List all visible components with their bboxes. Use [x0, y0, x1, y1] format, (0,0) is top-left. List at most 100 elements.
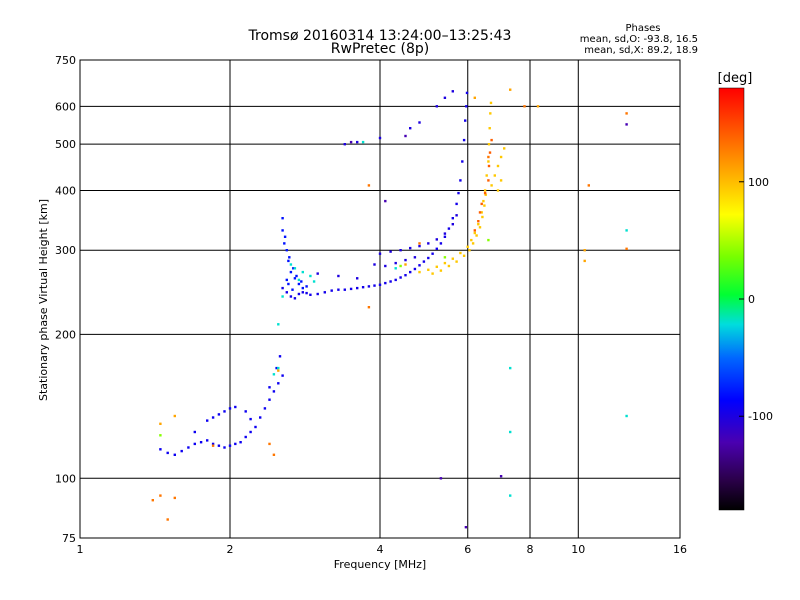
data-point [462, 254, 466, 257]
data-point [413, 267, 417, 271]
data-point [483, 189, 487, 192]
data-point [316, 292, 319, 296]
data-point [399, 264, 402, 268]
data-point [499, 475, 503, 478]
colorbar: [deg] 100 0 -100 [718, 71, 773, 511]
data-point [159, 448, 162, 451]
data-point [349, 140, 353, 144]
data-point [206, 439, 209, 442]
data-point [625, 112, 628, 115]
colorbar-tick-label: -100 [748, 410, 773, 423]
data-point [301, 270, 304, 274]
data-point [283, 235, 287, 238]
data-point [435, 247, 438, 250]
data-points [151, 88, 628, 529]
data-point [263, 407, 267, 410]
data-point [343, 288, 346, 291]
data-point [285, 249, 288, 252]
data-point [293, 267, 297, 270]
data-point [490, 138, 493, 142]
data-point [223, 410, 226, 413]
data-point [461, 160, 464, 163]
data-point [309, 274, 312, 278]
data-point [625, 414, 628, 418]
data-point [289, 270, 293, 274]
x-axis-ticks: 1 2 4 6 8 10 16 [77, 543, 688, 556]
data-point [466, 245, 469, 248]
data-point [499, 179, 503, 182]
data-point [289, 295, 293, 298]
data-point [487, 143, 491, 146]
data-point [193, 430, 196, 434]
data-point [228, 444, 232, 447]
y-tick-label: 750 [55, 54, 76, 67]
data-point [337, 274, 340, 278]
data-point [323, 291, 326, 294]
data-point [413, 256, 417, 259]
data-point [277, 366, 280, 370]
data-point [499, 155, 503, 159]
data-point [272, 453, 276, 456]
data-point [465, 105, 468, 108]
colorbar-tick-label: 100 [748, 176, 769, 189]
data-point [234, 442, 237, 446]
data-point [464, 526, 468, 529]
data-point [217, 413, 221, 416]
y-tick-label: 300 [55, 244, 76, 257]
data-point [223, 446, 226, 449]
data-point [268, 442, 271, 446]
data-point [490, 184, 493, 187]
data-point [451, 223, 454, 226]
data-point [503, 147, 506, 150]
x-tick-label: 8 [527, 543, 534, 556]
data-point [394, 261, 397, 265]
x-tick-label: 4 [377, 543, 384, 556]
colorbar-label: [deg] [718, 71, 753, 86]
data-point [272, 390, 276, 393]
colorbar-tick-label: 0 [748, 293, 755, 306]
data-point [409, 127, 412, 130]
data-point [418, 242, 421, 245]
data-point [509, 366, 512, 370]
data-point [409, 270, 412, 274]
data-point [295, 274, 298, 278]
data-point [487, 160, 490, 163]
data-point [496, 189, 500, 192]
x-tick-label: 16 [673, 543, 687, 556]
data-point [455, 214, 458, 217]
data-point [404, 258, 407, 262]
y-tick-label: 75 [62, 532, 76, 545]
data-point [625, 229, 628, 232]
data-point [239, 441, 242, 444]
data-point [159, 422, 162, 425]
data-point [488, 151, 492, 154]
data-point [435, 265, 438, 268]
stats-header: Phases [625, 23, 660, 34]
data-point [356, 140, 359, 144]
data-point [281, 374, 284, 377]
data-point [484, 193, 487, 196]
data-point [625, 123, 628, 126]
data-point [435, 105, 438, 108]
data-point [470, 238, 473, 242]
data-point [418, 244, 421, 248]
data-point [305, 291, 308, 295]
data-point [404, 274, 407, 277]
data-point [285, 291, 288, 294]
data-point [583, 259, 586, 263]
data-point [309, 293, 312, 296]
data-point [455, 202, 458, 206]
data-point [439, 269, 443, 272]
data-point [487, 155, 490, 159]
data-point [439, 242, 443, 245]
data-point [287, 282, 290, 286]
data-point [447, 264, 451, 268]
data-point [487, 179, 490, 182]
data-point [289, 263, 293, 266]
data-point [384, 199, 387, 203]
data-point [199, 441, 203, 444]
data-point [288, 256, 291, 259]
x-axis-label: Frequency [MHz] [334, 558, 426, 571]
data-point [487, 164, 491, 168]
